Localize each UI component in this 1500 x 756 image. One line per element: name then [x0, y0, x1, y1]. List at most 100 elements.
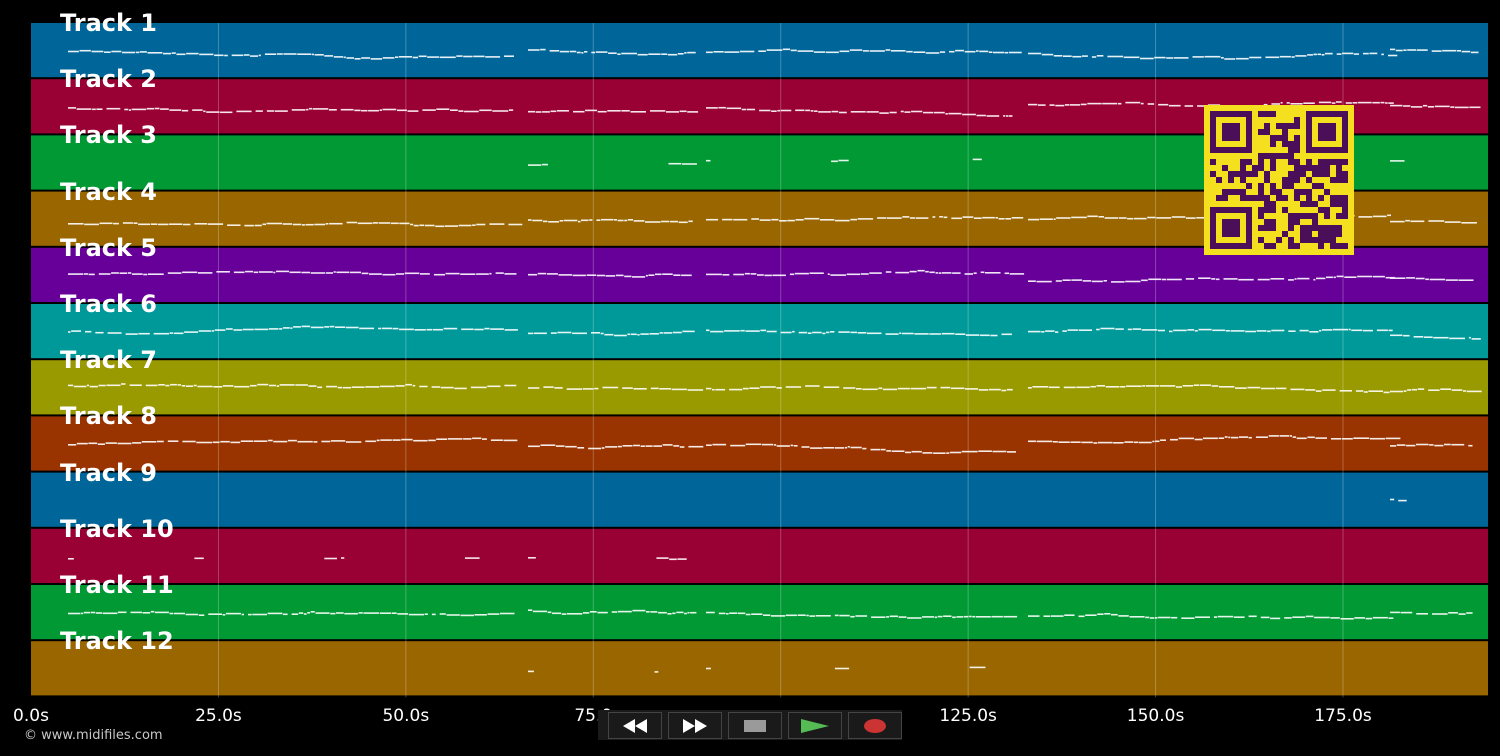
note-mark: [147, 273, 164, 275]
note-mark: [1221, 57, 1224, 59]
note-mark: [679, 110, 687, 113]
note-mark: [706, 611, 715, 614]
note-mark: [613, 219, 617, 221]
qr-module: [1228, 189, 1234, 195]
qr-finder: [1222, 219, 1240, 237]
note-mark: [392, 439, 401, 441]
note-mark: [1263, 103, 1268, 106]
fast-forward-button[interactable]: [668, 712, 722, 739]
note-mark: [407, 110, 419, 112]
note-mark: [573, 110, 585, 113]
note-mark: [739, 50, 755, 53]
note-mark: [185, 613, 199, 616]
note-mark: [1279, 55, 1291, 58]
note-mark: [576, 51, 581, 54]
note-mark: [838, 111, 847, 114]
note-mark: [504, 384, 517, 387]
note-mark: [621, 52, 637, 55]
qr-module: [1264, 177, 1270, 183]
note-mark: [1398, 499, 1407, 502]
note-mark: [419, 385, 428, 388]
note-mark: [160, 108, 169, 110]
time-tick-label: 150.0s: [1126, 706, 1185, 726]
note-mark: [258, 54, 261, 57]
qr-module: [1294, 141, 1300, 147]
note-mark: [1380, 101, 1385, 104]
track-band[interactable]: [31, 641, 1488, 696]
note-mark: [344, 612, 358, 615]
note-mark: [751, 613, 763, 615]
note-mark: [1127, 328, 1132, 331]
qr-module: [1318, 159, 1324, 165]
note-mark: [1466, 612, 1473, 614]
rewind-button[interactable]: [608, 712, 662, 739]
note-mark: [342, 386, 352, 389]
note-mark: [1286, 102, 1290, 104]
note-mark: [637, 53, 648, 56]
note-mark: [1064, 104, 1070, 106]
note-mark: [1313, 278, 1316, 281]
note-mark: [1219, 386, 1235, 388]
note-mark: [1105, 386, 1120, 388]
track-band[interactable]: [31, 23, 1488, 78]
note-mark: [806, 614, 809, 617]
note-mark: [847, 446, 850, 448]
note-mark: [326, 385, 338, 388]
note-mark: [68, 107, 76, 109]
note-mark: [1390, 160, 1405, 162]
note-mark: [1396, 444, 1406, 446]
track-label: Track 10: [60, 514, 174, 543]
note-mark: [1071, 279, 1083, 281]
note-mark: [397, 109, 407, 112]
note-mark: [182, 223, 191, 226]
note-mark: [528, 164, 542, 166]
qr-module: [1270, 219, 1276, 225]
note-mark: [1115, 328, 1124, 330]
note-mark: [789, 273, 795, 276]
note-mark: [273, 440, 288, 443]
qr-module: [1246, 195, 1252, 201]
note-mark: [1147, 216, 1156, 219]
note-mark: [1413, 336, 1424, 338]
note-mark: [1168, 104, 1181, 107]
note-mark: [1417, 388, 1425, 390]
note-mark: [279, 384, 295, 386]
note-mark: [1333, 276, 1336, 279]
note-mark: [528, 273, 538, 276]
note-mark: [1468, 336, 1471, 339]
note-mark: [257, 383, 269, 386]
note-mark: [543, 220, 548, 223]
note-mark: [98, 273, 111, 275]
play-button[interactable]: [788, 712, 842, 739]
qr-module: [1294, 123, 1300, 129]
note-mark: [382, 57, 395, 59]
note-mark: [885, 271, 892, 273]
note-mark: [198, 614, 205, 616]
track-band[interactable]: [31, 585, 1488, 640]
note-mark: [88, 273, 95, 276]
note-mark: [758, 50, 766, 52]
qr-module: [1336, 213, 1342, 219]
track-band[interactable]: [31, 472, 1488, 527]
note-mark: [242, 328, 254, 331]
note-mark: [857, 332, 867, 334]
note-mark: [1091, 280, 1103, 283]
record-button[interactable]: [848, 712, 902, 739]
note-mark: [68, 331, 71, 333]
note-mark: [949, 50, 955, 53]
note-mark: [368, 109, 379, 112]
qr-module: [1228, 177, 1234, 183]
note-mark: [834, 667, 850, 670]
note-mark: [1457, 50, 1461, 52]
note-mark: [578, 220, 581, 223]
note-mark: [555, 445, 565, 447]
note-mark: [546, 273, 558, 275]
qr-module: [1294, 177, 1300, 183]
note-mark: [591, 51, 595, 54]
qr-module: [1318, 225, 1324, 231]
stop-button[interactable]: [728, 712, 782, 739]
track-band[interactable]: [31, 360, 1488, 415]
note-mark: [1270, 617, 1281, 620]
track-band[interactable]: [31, 528, 1488, 583]
note-mark: [336, 612, 344, 614]
